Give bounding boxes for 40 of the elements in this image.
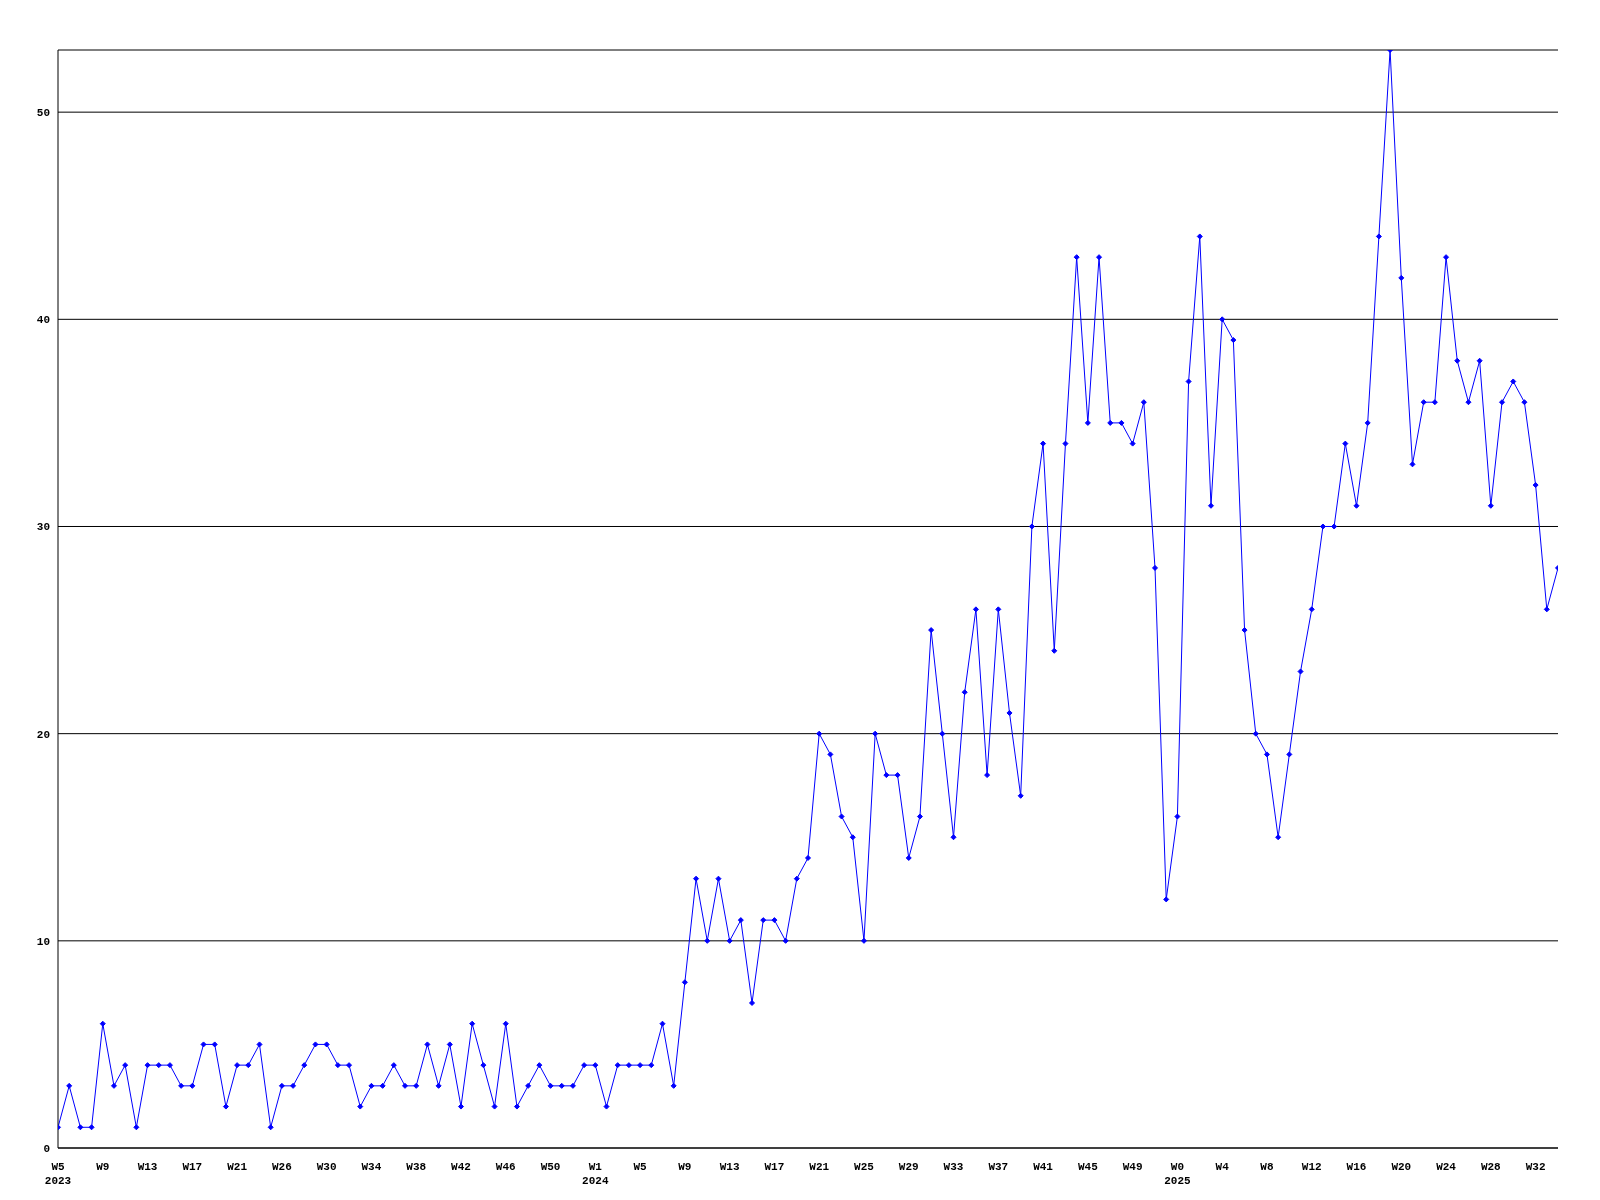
x-tick-label: W37 [988,1161,1009,1173]
x-tick-label: W5 2023 [44,1161,72,1187]
y-tick-label: 30 [36,521,50,534]
x-tick-label: W5 [633,1161,648,1173]
x-tick-label: W30 [316,1161,337,1173]
x-tick-label: W41 [1033,1161,1054,1173]
x-tick-label: W20 [1391,1161,1412,1173]
x-tick-label: W26 [271,1161,292,1173]
x-tick-label: W17 [182,1161,203,1173]
x-tick-label: W42 [451,1161,471,1173]
x-tick-label: W25 [854,1161,875,1173]
y-tick-label: 20 [36,728,50,741]
x-tick-label: W17 [764,1161,785,1173]
x-tick-label: W50 [540,1161,561,1173]
x-tick-label: W1 2024 [582,1161,609,1187]
x-tick-label: W32 [1525,1161,1546,1173]
x-tick-label: W49 [1122,1161,1143,1173]
x-tick-label: W28 [1480,1161,1502,1173]
x-tick-label: W4 [1215,1161,1230,1173]
x-tick-label: W46 [495,1161,516,1173]
x-tick-label: W34 [361,1161,382,1173]
x-tick-label: W29 [898,1161,919,1173]
x-tick-label: W21 [227,1161,248,1173]
y-tick-label: 0 [43,1142,50,1155]
x-tick-label: W33 [943,1161,964,1173]
x-tick-label: W24 [1436,1161,1457,1173]
x-tick-label: W13 [719,1161,740,1173]
x-tick-label: W9 [678,1161,692,1173]
x-tick-label: W13 [137,1161,158,1173]
y-tick-label: 40 [36,314,50,327]
x-tick-label: W45 [1077,1161,1099,1173]
x-tick-label: W38 [406,1161,427,1173]
x-tick-label: W8 [1260,1161,1274,1173]
y-tick-label: 10 [36,935,50,948]
y-tick-label: 50 [36,107,50,120]
x-tick-label: W0 2025 [1164,1161,1191,1187]
x-tick-label: W12 [1301,1161,1322,1173]
x-tick-label: W21 [809,1161,830,1173]
x-tick-label: W16 [1346,1161,1367,1173]
x-tick-label: W9 [96,1161,110,1173]
